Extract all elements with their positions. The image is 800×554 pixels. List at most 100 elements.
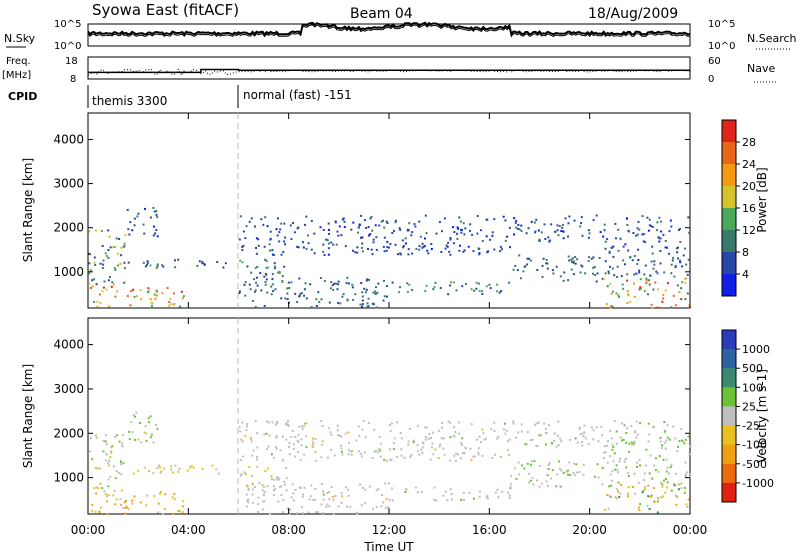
data-cell bbox=[318, 301, 321, 304]
data-cell bbox=[653, 500, 656, 503]
data-cell bbox=[674, 266, 677, 269]
data-cell bbox=[604, 240, 607, 243]
data-cell bbox=[355, 439, 358, 442]
data-cell bbox=[292, 222, 294, 224]
data-cell bbox=[609, 430, 612, 433]
data-cell bbox=[131, 431, 134, 434]
data-cell bbox=[271, 283, 274, 286]
data-cell bbox=[689, 476, 692, 478]
data-cell bbox=[473, 289, 475, 292]
data-cell bbox=[99, 262, 102, 265]
data-cell bbox=[670, 463, 673, 466]
data-cell bbox=[320, 456, 323, 459]
data-cell bbox=[479, 229, 482, 232]
data-cell bbox=[424, 426, 427, 429]
data-cell bbox=[111, 445, 114, 448]
data-cell bbox=[663, 421, 666, 424]
data-cell bbox=[496, 290, 499, 293]
data-cell bbox=[244, 473, 247, 476]
data-cell bbox=[599, 231, 602, 233]
data-cell bbox=[106, 500, 109, 503]
data-cell bbox=[487, 250, 490, 253]
data-cell bbox=[647, 279, 650, 282]
data-cell bbox=[501, 490, 504, 493]
data-cell bbox=[173, 498, 176, 501]
data-cell bbox=[95, 283, 98, 286]
data-cell bbox=[454, 459, 457, 462]
data-cell bbox=[566, 469, 569, 472]
data-cell bbox=[257, 244, 260, 247]
colorbar-swatch bbox=[722, 387, 736, 407]
data-cell bbox=[251, 300, 254, 303]
data-cell bbox=[177, 509, 180, 512]
data-cell bbox=[407, 443, 410, 446]
data-cell bbox=[677, 246, 679, 249]
data-cell bbox=[322, 229, 325, 231]
data-cell bbox=[153, 225, 155, 228]
data-cell bbox=[547, 464, 550, 466]
data-cell bbox=[244, 434, 247, 437]
data-cell bbox=[573, 474, 576, 477]
data-cell bbox=[685, 471, 688, 474]
data-cell bbox=[633, 282, 635, 285]
data-cell bbox=[107, 249, 110, 251]
data-cell bbox=[362, 420, 365, 422]
data-cell bbox=[603, 451, 605, 454]
data-cell bbox=[513, 217, 516, 220]
data-cell bbox=[143, 232, 146, 235]
data-cell bbox=[643, 273, 646, 276]
data-cell bbox=[376, 291, 379, 294]
data-cell bbox=[360, 504, 363, 507]
data-cell bbox=[610, 484, 612, 487]
data-cell bbox=[679, 261, 682, 264]
data-cell bbox=[602, 278, 605, 281]
data-cell bbox=[263, 433, 266, 436]
data-cell bbox=[172, 292, 175, 295]
data-cell bbox=[620, 483, 623, 486]
data-cell bbox=[579, 271, 582, 274]
data-cell bbox=[656, 221, 659, 224]
data-cell bbox=[131, 229, 134, 232]
data-cell bbox=[311, 444, 314, 447]
data-cell bbox=[296, 246, 299, 248]
data-cell bbox=[576, 258, 579, 261]
data-cell bbox=[610, 479, 613, 482]
data-cell bbox=[447, 293, 450, 296]
data-cell bbox=[123, 261, 126, 264]
data-cell bbox=[684, 277, 687, 280]
data-cell bbox=[481, 454, 484, 457]
data-cell bbox=[627, 495, 630, 498]
data-cell bbox=[321, 425, 324, 427]
data-cell bbox=[604, 247, 607, 250]
data-cell bbox=[265, 278, 268, 281]
data-cell bbox=[152, 472, 155, 475]
data-cell bbox=[347, 494, 350, 497]
data-cell bbox=[282, 511, 285, 514]
data-cell bbox=[541, 264, 544, 267]
data-cell bbox=[181, 505, 184, 508]
data-cell bbox=[522, 270, 525, 273]
data-cell bbox=[115, 498, 118, 501]
data-cell bbox=[410, 454, 413, 456]
data-cell bbox=[646, 504, 649, 507]
data-cell bbox=[178, 510, 181, 513]
data-cell bbox=[676, 251, 679, 254]
data-cell bbox=[614, 496, 617, 499]
data-cell bbox=[601, 467, 604, 469]
data-cell bbox=[629, 256, 632, 259]
data-cell bbox=[670, 489, 673, 492]
data-cell bbox=[163, 467, 166, 470]
data-cell bbox=[95, 436, 98, 439]
data-cell bbox=[261, 483, 264, 486]
x-tick-label: 08:00 bbox=[271, 523, 306, 537]
data-cell bbox=[114, 436, 117, 439]
colorbar-tick-label: 4 bbox=[742, 268, 749, 281]
data-cell bbox=[352, 221, 355, 224]
data-cell bbox=[645, 279, 648, 282]
data-cell bbox=[531, 476, 534, 479]
data-cell bbox=[446, 245, 449, 248]
data-cell bbox=[162, 265, 165, 268]
data-cell bbox=[615, 430, 618, 433]
data-cell bbox=[383, 250, 386, 253]
data-cell bbox=[303, 486, 306, 489]
